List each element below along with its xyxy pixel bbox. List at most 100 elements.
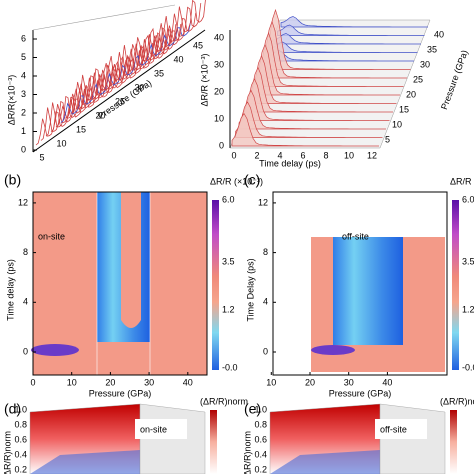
x-tick-label: 4 [277,150,282,160]
z-tick-label: 1.0 [14,404,27,414]
colorbar-title: ΔR/R (×10⁻³) [210,176,263,186]
x-tick-label: 25 [115,96,125,106]
z-tick-label: 1.0 [254,404,267,414]
z-tick-label: 0.8 [254,419,267,429]
tag-box [375,419,427,439]
x-tick-label: 10 [67,377,77,387]
colorbar [210,410,217,474]
z-tick-label: 5 [385,134,390,144]
axis-title: Pressure (GPa) [439,49,470,111]
colorbar-title: (ΔR/R)norm [440,396,474,406]
plot-frame [272,191,448,376]
waterfall-curve [277,24,425,36]
y-tick-label: 20 [214,86,224,96]
x-tick-label: 5 [39,152,44,162]
z-tick-label: 0.6 [14,434,27,444]
colorbar-tick-label: 3.5 [222,256,235,266]
z-tick-label: 0.8 [14,419,27,429]
y-tick-label: 0 [219,140,224,150]
plot-frame [32,191,208,376]
colorbar [450,410,457,474]
y-tick-label: 4 [23,297,28,307]
colorbar-title: (ΔR/R)norm [200,396,248,406]
x-tick-label: 20 [95,110,105,120]
axis-title: Time delay (ps) [5,259,15,321]
waterfall-curve [280,16,428,28]
colorbar-tick-label: 1.2 [462,304,474,314]
y-tick-label: 8 [23,247,28,257]
x-tick-label: 0 [30,377,35,387]
tag: on-site [38,231,65,241]
z-tick-label: 15 [399,104,409,114]
axis-title: (ΔR/R)norm [2,431,12,474]
z-tick-label: 0.6 [254,434,267,444]
colorbar [452,200,459,370]
x-tick-label: 20 [105,377,115,387]
tag: off-site [380,424,407,434]
panel-label: (b) [4,172,21,188]
heatmap-band [333,237,403,345]
z-tick-label: 25 [413,74,423,84]
axis-title: Time Delay (ps) [245,258,255,321]
x-tick-label: 40 [382,377,392,387]
x-tick-label: 15 [76,124,86,134]
tag-box [135,419,187,439]
x-tick-label: 35 [154,68,164,78]
y-tick-label: 0 [23,346,28,356]
x-tick-label: 6 [300,150,305,160]
axis-title: ΔR/R (×10⁻³) [199,53,209,106]
waterfall-curve [65,12,197,119]
colorbar-tick-label: 3.5 [462,256,474,266]
y-tick-label: 0 [263,346,268,356]
x-tick-label: 30 [344,377,354,387]
x-tick-label: 40 [173,54,183,64]
waterfall-curve [273,33,421,45]
x-tick-label: 10 [266,377,276,387]
x-tick-label: 8 [323,150,328,160]
colorbar-tick-label: -0.0 [222,362,238,372]
y-tick-label: 6 [21,33,26,43]
y-tick-label: 8 [263,247,268,257]
y-tick-label: 2 [21,107,26,117]
x-tick-label: 30 [134,82,144,92]
axis-title: Pressure (GPa) [96,78,153,121]
colorbar [212,200,219,370]
waterfall-curve [60,21,192,123]
panel-label: (e) [244,401,261,417]
x-tick-label: 12 [367,150,377,160]
y-tick-label: 5 [21,52,26,62]
waterfall-curve [75,0,206,110]
x-tick-label: 20 [305,377,315,387]
y-tick-label: 4 [263,297,268,307]
x-tick-label: 2 [254,150,259,160]
x-tick-label: 0 [231,150,236,160]
z-tick-label: 0.4 [254,449,267,459]
colorbar-tick-label: 6.0 [462,194,474,204]
colorbar-tick-label: -0.0 [462,362,474,372]
colorbar-tick-label: 1.2 [222,304,235,314]
y-tick-label: 12 [18,197,28,207]
panel-label: (c) [244,172,260,188]
heatmap-blob [31,344,79,356]
axis-line [32,4,176,31]
axis-title: Time delay (ps) [259,158,321,168]
tag: on-site [140,424,167,434]
panel-label: (d) [4,401,21,417]
colorbar-tick-label: 6.0 [222,194,235,204]
axis-line [32,29,206,153]
colorbar-title: ΔR/R (×10⁻³) [450,176,474,186]
z-tick-label: 10 [392,119,402,129]
y-tick-label: 0 [21,144,26,154]
y-tick-label: 12 [258,197,268,207]
x-tick-label: 10 [344,150,354,160]
y-tick-label: 40 [214,32,224,42]
heatmap-island [121,192,141,328]
axis-title: Pressure (GPa) [329,388,392,398]
axis-title: Pressure (GPa) [89,388,152,398]
z-tick-label: 0.2 [254,464,267,474]
x-tick-label: 45 [193,40,203,50]
z-tick-label: 40 [434,29,444,39]
y-tick-label: 1 [21,126,26,136]
z-tick-label: 0.2 [14,464,27,474]
